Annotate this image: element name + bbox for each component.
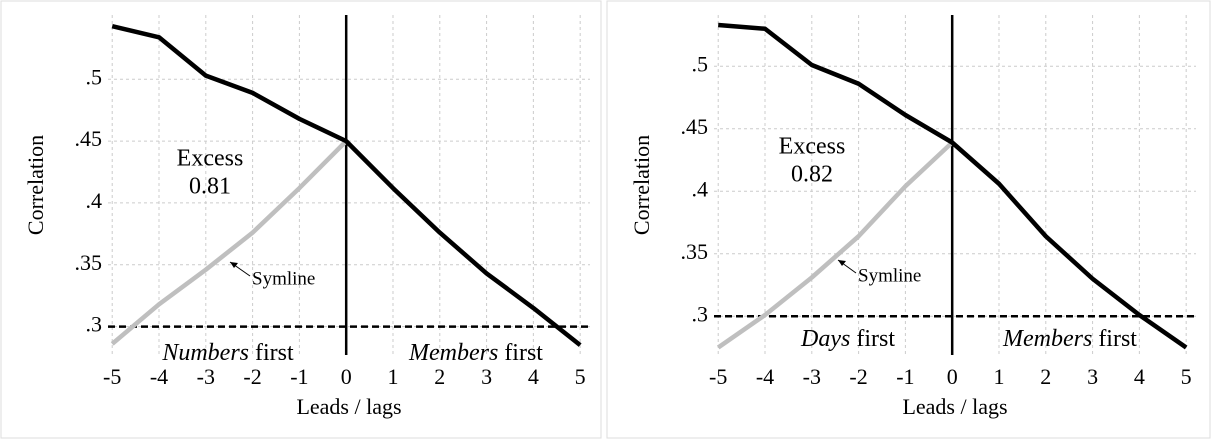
region-emphasis: Members bbox=[1002, 326, 1092, 352]
arrow-head bbox=[230, 262, 238, 268]
y-tick-label: .45 bbox=[75, 126, 103, 151]
x-tick-label: -4 bbox=[150, 364, 168, 389]
y-tick-label: .5 bbox=[86, 64, 103, 89]
region-emphasis: Numbers bbox=[161, 340, 249, 366]
x-tick-label: 3 bbox=[481, 364, 492, 389]
x-tick-label: -5 bbox=[103, 364, 121, 389]
x-tick-label: -2 bbox=[849, 364, 867, 389]
region-rest: first bbox=[504, 340, 543, 366]
x-axis-label: Leads / lags bbox=[902, 394, 1007, 419]
y-tick-label: .35 bbox=[681, 239, 709, 264]
x-tick-label: 5 bbox=[1181, 364, 1192, 389]
series-line bbox=[110, 139, 348, 346]
annotation: Excess bbox=[779, 134, 846, 160]
y-tick-label: .3 bbox=[692, 301, 709, 326]
region-emphasis: Members bbox=[408, 340, 498, 366]
x-axis-label: Leads / lags bbox=[296, 394, 401, 419]
region-rest: first bbox=[1098, 326, 1137, 352]
region-label: Days first bbox=[800, 326, 895, 352]
x-tick-label: 4 bbox=[1134, 364, 1145, 389]
x-tick-label: 4 bbox=[528, 364, 539, 389]
series-line bbox=[111, 23, 582, 347]
x-tick-label: -3 bbox=[197, 364, 215, 389]
region-rest: first bbox=[255, 340, 294, 366]
x-tick-label: -1 bbox=[290, 364, 308, 389]
x-tick-label: 2 bbox=[1040, 364, 1051, 389]
x-tick-label: -4 bbox=[756, 364, 774, 389]
annotation: 0.82 bbox=[791, 162, 833, 188]
series-line bbox=[716, 140, 954, 350]
x-tick-label: 1 bbox=[387, 364, 398, 389]
series-label: Symline bbox=[252, 268, 315, 289]
x-tick-label: -5 bbox=[709, 364, 727, 389]
panel-frame bbox=[606, 0, 1211, 439]
x-tick-label: -1 bbox=[896, 364, 914, 389]
x-tick-label: -3 bbox=[803, 364, 821, 389]
region-label: Numbers first bbox=[161, 340, 294, 366]
annotation: 0.81 bbox=[189, 174, 231, 200]
panel-frame bbox=[0, 0, 602, 439]
series-line bbox=[718, 22, 1188, 350]
y-tick-label: .35 bbox=[75, 250, 103, 275]
y-tick-label: .4 bbox=[86, 188, 103, 213]
x-tick-label: -2 bbox=[243, 364, 261, 389]
y-tick-label: .5 bbox=[692, 51, 709, 76]
x-tick-label: 3 bbox=[1087, 364, 1098, 389]
region-emphasis: Days bbox=[800, 326, 850, 352]
region-label: Members first bbox=[408, 340, 543, 366]
arrow-head bbox=[838, 260, 846, 266]
x-tick-label: 2 bbox=[434, 364, 445, 389]
y-axis-label: Correlation bbox=[629, 135, 654, 235]
y-tick-label: .45 bbox=[681, 114, 709, 139]
y-axis-label: Correlation bbox=[23, 135, 48, 235]
x-tick-label: 0 bbox=[947, 364, 958, 389]
region-label: Members first bbox=[1002, 326, 1137, 352]
series-label: Symline bbox=[858, 265, 921, 286]
x-tick-label: 5 bbox=[575, 364, 586, 389]
x-tick-label: 1 bbox=[993, 364, 1004, 389]
y-tick-label: .4 bbox=[692, 176, 709, 201]
region-rest: first bbox=[856, 326, 895, 352]
y-tick-label: .3 bbox=[86, 312, 103, 337]
annotation: Excess bbox=[177, 146, 244, 172]
x-tick-label: 0 bbox=[341, 364, 352, 389]
